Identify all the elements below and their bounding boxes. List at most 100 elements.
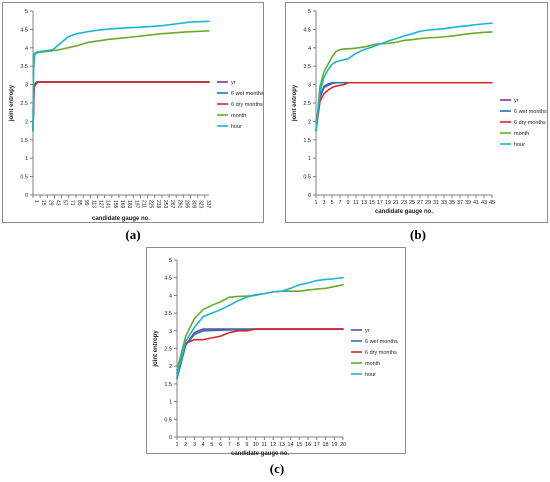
chart-b-x-tick-label: 33 [441,200,447,206]
chart-a-y-axis-title: joint entropy [9,84,15,122]
chart-b-legend-label-month: month [514,131,529,137]
chart-b-legend-label-hour: hour [514,142,525,148]
chart-c-y-tick-label: 2.5 [164,347,172,353]
chart-c-x-tick-label: 20 [340,442,346,448]
chart-a-x-tick-label: 253 [162,200,168,209]
chart-c-x-tick-label: 12 [270,442,276,448]
chart-b-x-tick-label: 3 [322,200,325,206]
chart-c-x-tick-label: 2 [184,442,187,448]
chart-b-y-tick-label: 4 [308,46,311,52]
chart-a-y-tick-label: 2.5 [20,101,28,107]
chart-a-x-tick-label: 155 [112,200,118,209]
chart-a-x-tick-label: 43 [54,200,60,206]
chart-c-y-axis-title: joint entropy [153,330,159,368]
chart-a-series-6-wet-months-line [32,81,210,132]
chart-c-y-tick-label: 3.5 [164,311,172,317]
chart-b-x-tick-label: 9 [346,200,349,206]
panel-label-b: (b) [410,227,426,242]
chart-c-x-tick-label: 18 [322,442,328,448]
chart-a-x-tick-label: 141 [105,200,111,209]
chart-a-y-tick-label: 3.5 [20,64,28,70]
chart-a-x-tick-label: 1 [33,200,39,203]
chart-b-x-tick-label: 21 [393,200,399,206]
chart-c-series-hour-line [176,276,344,376]
panel-label-a: (a) [125,227,141,242]
chart-b-legend-label-6-wet-months: 6 wet months [514,109,547,115]
panel-label-c: (c) [269,461,285,476]
chart-c-x-tick-label: 16 [305,442,311,448]
chart-b-x-tick-label: 7 [338,200,341,206]
chart-a-x-axis-title: candidate gauge no. [92,216,150,222]
chart-a-x-tick-label: 113 [90,200,96,208]
chart-a-x-tick-label: 127 [97,200,103,209]
chart-c-legend-label-6-wet-months: 6 wet months [365,339,398,345]
chart-c-x-tick-label: 15 [296,442,302,448]
chart-b-x-tick-label: 17 [377,200,383,206]
chart-a-x-tick-label: 99 [83,200,89,206]
chart-a-y-tick-label: 4.5 [20,27,28,33]
chart-b-x-tick-label: 25 [409,200,415,206]
chart-a-y-tick-label: 0.5 [20,175,28,181]
chart-a-y-tick-label: 3 [25,83,28,89]
chart-a-x-tick-label: 323 [198,200,204,209]
chart-b-y-tick-label: 3 [308,83,311,89]
chart-a-legend-label-yr: yr [231,80,236,86]
chart-a-series-yr-line [32,81,210,132]
chart-a-x-tick-label: 169 [119,200,125,209]
chart-b-x-tick-label: 35 [449,200,455,206]
chart-b-x-tick-label: 29 [425,200,431,206]
chart-a-legend-label-month: month [231,113,246,119]
chart-c-x-axis-title: candidate gauge no. [231,451,289,457]
chart-c-x-tick-label: 1 [175,442,178,448]
chart-a-x-tick-label: 295 [183,200,189,209]
chart-c-x-tick-label: 11 [262,442,268,448]
chart-c-y-tick-label: 2 [169,364,172,370]
chart-b-x-tick-label: 43 [481,200,487,206]
chart-c-series-yr-line [176,328,344,375]
chart-b-legend-label-6-dry-months: 6 dry months [514,120,546,126]
chart-c-x-tick-label: 7 [228,442,231,448]
chart-b-y-tick-label: 3.5 [303,64,311,70]
chart-b-series-month-line [315,31,493,132]
chart-a-x-tick-label: 337 [205,200,211,209]
chart-c-y-tick-label: 1.5 [164,382,172,388]
chart-a-x-tick-label: 239 [155,200,161,209]
chart-a-y-tick-label: 1.5 [20,138,28,144]
chart-c-y-tick-label: 4.5 [164,276,172,282]
chart-c-x-tick-label: 4 [202,442,205,448]
chart-c-x-tick-label: 9 [245,442,248,448]
chart-panel-a: 0 0.5 1 1.5 2 2.5 3 3.5 4 4.5 5 1 15 29 43 57 71 85 99 113 1… [2,2,264,223]
chart-a-legend-label-6-dry-months: 6 dry months [231,102,263,108]
chart-b-y-tick-label: 0 [308,193,311,199]
chart-b-series-yr-line [315,81,493,132]
chart-b-x-tick-label: 45 [489,200,495,206]
chart-b-legend-label-yr: yr [514,98,519,104]
chart-a-y-tick-label: 4 [25,46,28,52]
chart-b-canvas: 00.511.522.533.544.551 3 5 7 9 11 13 15 17 19 21 23… [292,9,547,215]
chart-b-x-tick-label: 41 [473,200,479,206]
chart-c-legend-label-6-dry-months: 6 dry months [365,350,397,356]
chart-c-series-6-dry-months-line [176,328,344,371]
chart-a-x-tick-label: 15 [40,200,46,206]
chart-a-y-tick-label: 0 [25,193,28,199]
chart-c-y-tick-label: 1 [169,400,172,406]
chart-c-x-tick-label: 5 [210,442,213,448]
chart-c-canvas: 00.511.522.533.544.551 2 3 4 5 6 7 8 9 10 11 12 13 14… [153,258,398,457]
chart-a-x-tick-label: 71 [69,200,75,206]
chart-b-y-tick-label: 1.5 [303,138,311,144]
chart-c-x-tick-label: 6 [219,442,222,448]
chart-c-y-tick-label: 5 [169,258,172,264]
chart-c-legend-label-month: month [365,361,380,367]
chart-b-x-tick-label: 11 [353,200,359,206]
chart-a-x-tick-label: 85 [76,200,82,206]
chart-b-y-tick-label: 5 [308,9,311,15]
chart-a-x-tick-label: 29 [47,200,53,206]
chart-b-y-tick-label: 0.5 [303,175,311,181]
chart-b-y-axis-title: joint entropy [292,84,298,122]
chart-a-legend-label-6-wet-months: 6 wet months [231,91,264,97]
chart-b-x-tick-label: 39 [465,200,471,206]
chart-b-series-6-wet-months-line [315,81,493,132]
chart-b-x-tick-label: 1 [314,200,317,206]
chart-a-x-tick-label: 267 [169,200,175,209]
chart-b-y-tick-label: 1 [308,156,311,162]
